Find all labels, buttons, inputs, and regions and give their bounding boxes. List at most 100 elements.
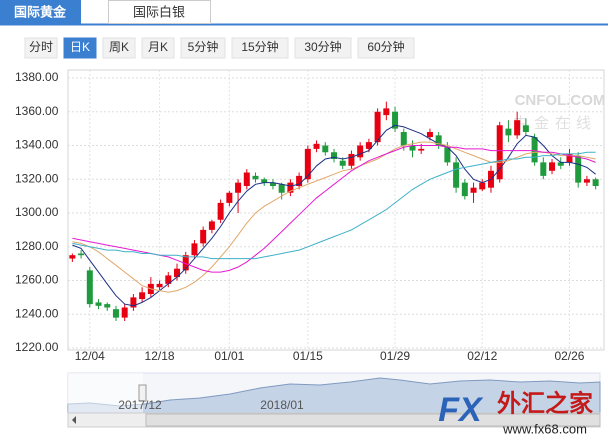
- period-label[interactable]: 30分钟: [304, 39, 341, 54]
- period-label[interactable]: 月K: [148, 40, 168, 54]
- watermark: CNFOL.COM: [515, 92, 606, 109]
- period-label[interactable]: 5分钟: [188, 39, 219, 54]
- candle-body: [182, 255, 189, 271]
- candle-body: [575, 155, 582, 183]
- candle-body: [374, 111, 381, 143]
- period-button[interactable]: [63, 37, 97, 59]
- x-tick-label: 12/18: [145, 349, 175, 363]
- candle-body: [139, 292, 146, 300]
- scroll-left-arrow[interactable]: [72, 416, 76, 424]
- navigator-mask: [68, 373, 143, 413]
- x-tick-label: 01/29: [380, 349, 410, 363]
- candle-body: [357, 145, 364, 158]
- candle-body: [252, 175, 259, 180]
- candle-body: [121, 307, 128, 318]
- candle-body: [104, 304, 111, 308]
- period-label[interactable]: 15分钟: [241, 39, 278, 54]
- period-label[interactable]: 周K: [109, 40, 129, 54]
- candle-body: [130, 297, 137, 308]
- period-label[interactable]: 日K: [70, 40, 90, 54]
- candle-body: [278, 184, 285, 193]
- navigator-handle[interactable]: [138, 384, 147, 402]
- candle-body: [505, 128, 512, 136]
- y-tick-label: 1300.00: [15, 205, 59, 219]
- candle-body: [522, 125, 529, 132]
- candle-body: [69, 255, 76, 259]
- candle-body: [566, 153, 573, 163]
- candle-body: [296, 175, 303, 186]
- candle-body: [200, 229, 207, 244]
- x-tick-label: 01/15: [293, 349, 323, 363]
- candle-body: [78, 253, 85, 256]
- candle-body: [226, 192, 233, 203]
- period-button[interactable]: [180, 37, 226, 59]
- x-tick-label: 01/01: [214, 349, 244, 363]
- candle-body: [365, 142, 372, 149]
- navigator-label: 2018/01: [260, 398, 304, 412]
- y-tick-label: 1360.00: [15, 104, 59, 118]
- candle-body: [418, 148, 425, 151]
- y-tick-label: 1340.00: [15, 138, 59, 152]
- candle-body: [400, 132, 407, 146]
- watermark: 中金在线: [513, 115, 597, 132]
- period-button[interactable]: [24, 37, 58, 59]
- candle-body: [531, 137, 538, 163]
- logo-url: www.fx68.com: [502, 421, 587, 436]
- y-tick-label: 1380.00: [15, 70, 59, 84]
- x-tick-label: 12/04: [75, 349, 105, 363]
- candle-body: [557, 162, 564, 166]
- candle-body: [269, 182, 276, 186]
- navigator-area: [67, 377, 601, 414]
- candle-body: [339, 160, 346, 166]
- logo-text: 外汇之家: [497, 389, 593, 417]
- tab-label[interactable]: 国际黄金: [14, 4, 67, 19]
- candle-body: [304, 148, 311, 180]
- period-button[interactable]: [141, 37, 175, 59]
- candle-body: [322, 145, 329, 153]
- candle-body: [444, 147, 451, 163]
- period-label[interactable]: 60分钟: [367, 39, 404, 54]
- candle-body: [331, 152, 337, 159]
- candle-body: [235, 182, 242, 193]
- candle-body: [592, 179, 599, 186]
- candle-body: [112, 309, 119, 318]
- y-tick-label: 1220.00: [15, 340, 59, 354]
- candle-body: [426, 132, 433, 138]
- scrollbar-thumb[interactable]: [145, 413, 601, 427]
- navigator: [67, 372, 601, 428]
- candle-body: [287, 182, 294, 193]
- plot-frame: [67, 69, 605, 351]
- y-tick-label: 1240.00: [15, 306, 59, 320]
- x-tick-label: 02/26: [554, 349, 584, 363]
- candle-body: [86, 270, 93, 305]
- y-tick-label: 1280.00: [15, 239, 59, 253]
- candle-body: [549, 162, 556, 171]
- candle-body: [208, 221, 215, 230]
- candle-body: [392, 111, 399, 129]
- y-tick-label: 1260.00: [15, 273, 59, 287]
- x-tick-label: 02/12: [467, 349, 497, 363]
- candle-body: [243, 172, 250, 186]
- candle-body: [514, 120, 521, 136]
- candle-body: [496, 125, 503, 180]
- candle-body: [461, 182, 468, 197]
- period-label[interactable]: 分时: [29, 40, 53, 54]
- period-button[interactable]: [231, 37, 289, 59]
- candle-body: [409, 145, 416, 151]
- period-button[interactable]: [102, 37, 136, 59]
- candle-body: [165, 275, 172, 284]
- candle-body: [479, 182, 486, 190]
- ma-line: [72, 151, 596, 260]
- candle-body: [313, 143, 320, 149]
- candle-body: [453, 162, 460, 188]
- period-button[interactable]: [357, 37, 415, 59]
- tab[interactable]: [108, 0, 211, 24]
- tab-label[interactable]: 国际白银: [133, 4, 185, 19]
- tab[interactable]: [0, 0, 81, 24]
- y-tick-label: 1320.00: [15, 171, 59, 185]
- period-button[interactable]: [294, 37, 352, 59]
- candle-body: [540, 162, 547, 176]
- navigator-label: 2017/12: [118, 398, 162, 412]
